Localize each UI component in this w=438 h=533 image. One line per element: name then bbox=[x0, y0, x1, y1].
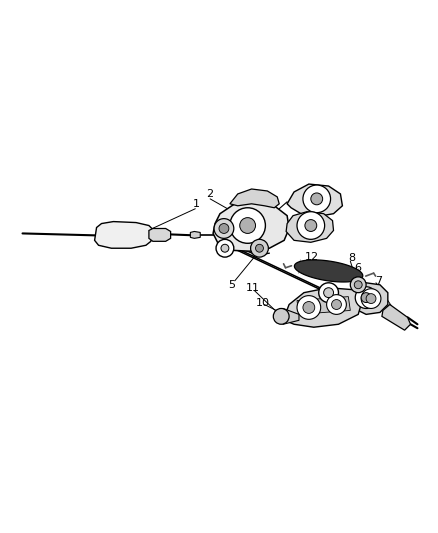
Polygon shape bbox=[282, 288, 363, 327]
Polygon shape bbox=[149, 229, 171, 241]
Text: 6: 6 bbox=[355, 263, 362, 273]
Circle shape bbox=[240, 217, 255, 233]
Circle shape bbox=[216, 239, 234, 257]
Circle shape bbox=[361, 289, 381, 309]
Circle shape bbox=[303, 302, 315, 313]
Text: 9: 9 bbox=[340, 265, 347, 275]
Text: 5: 5 bbox=[228, 280, 235, 290]
Polygon shape bbox=[287, 184, 343, 216]
Circle shape bbox=[350, 277, 366, 293]
Circle shape bbox=[311, 193, 323, 205]
Circle shape bbox=[319, 283, 339, 303]
Circle shape bbox=[219, 223, 229, 233]
Text: 11: 11 bbox=[246, 282, 260, 293]
Polygon shape bbox=[294, 260, 363, 282]
Polygon shape bbox=[297, 296, 350, 314]
Circle shape bbox=[221, 244, 229, 252]
Polygon shape bbox=[382, 304, 410, 330]
Text: 7: 7 bbox=[375, 276, 382, 286]
Text: 12: 12 bbox=[305, 252, 319, 262]
Text: 1: 1 bbox=[193, 199, 200, 209]
Circle shape bbox=[303, 185, 331, 213]
Text: 2: 2 bbox=[207, 189, 214, 199]
Circle shape bbox=[214, 219, 234, 238]
Text: 10: 10 bbox=[255, 297, 269, 308]
Circle shape bbox=[297, 212, 325, 239]
Polygon shape bbox=[278, 309, 299, 324]
Circle shape bbox=[273, 309, 289, 324]
Polygon shape bbox=[230, 189, 279, 208]
Text: 8: 8 bbox=[349, 253, 356, 263]
Polygon shape bbox=[352, 283, 388, 314]
Polygon shape bbox=[95, 222, 153, 248]
Circle shape bbox=[255, 244, 263, 252]
Circle shape bbox=[324, 288, 333, 297]
Circle shape bbox=[332, 300, 342, 310]
Circle shape bbox=[305, 220, 317, 231]
Circle shape bbox=[251, 239, 268, 257]
Circle shape bbox=[355, 287, 377, 309]
Circle shape bbox=[230, 208, 265, 243]
Circle shape bbox=[366, 294, 376, 303]
Text: 3: 3 bbox=[293, 195, 300, 205]
Polygon shape bbox=[213, 202, 289, 251]
Polygon shape bbox=[191, 231, 200, 238]
Circle shape bbox=[297, 296, 321, 319]
Circle shape bbox=[361, 293, 371, 303]
Circle shape bbox=[354, 281, 362, 289]
Text: 4: 4 bbox=[293, 230, 300, 240]
Polygon shape bbox=[286, 212, 333, 243]
Circle shape bbox=[327, 295, 346, 314]
